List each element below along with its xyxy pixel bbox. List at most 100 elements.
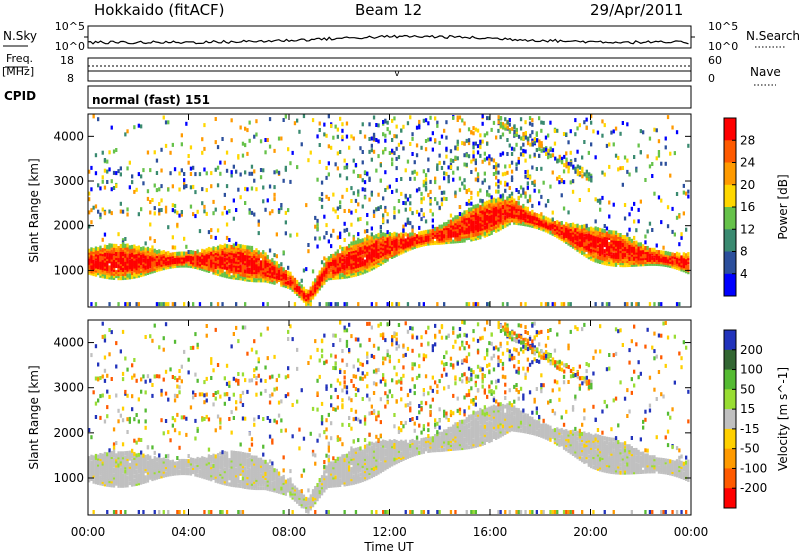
power-cell <box>535 131 538 136</box>
velocity-cell <box>110 453 113 457</box>
velocity-cell <box>153 474 156 479</box>
power-cell <box>375 138 378 142</box>
power-cell <box>438 140 441 145</box>
velocity-cell <box>106 373 109 378</box>
velocity-cell <box>99 477 102 482</box>
velocity-cell <box>119 451 122 456</box>
power-cell <box>470 170 473 174</box>
power-cell <box>467 199 471 203</box>
power-cell <box>126 245 129 250</box>
power-cell <box>386 219 389 224</box>
power-cell <box>411 211 414 216</box>
power-cell <box>639 246 642 251</box>
power-cell <box>560 160 564 164</box>
power-cell <box>438 160 441 165</box>
power-cell <box>384 188 387 192</box>
velocity-cell <box>133 458 136 462</box>
power-cell <box>388 130 391 135</box>
power-cell <box>481 159 484 164</box>
velocity-cell <box>103 355 107 360</box>
power-cell <box>666 251 670 256</box>
power-cell <box>538 225 541 230</box>
power-cell <box>610 230 613 235</box>
power-cell <box>216 228 220 233</box>
power-cell <box>205 248 208 253</box>
power-cell <box>528 194 532 199</box>
power-cell <box>248 210 251 215</box>
power-cell <box>436 201 439 206</box>
power-cell <box>474 161 477 166</box>
power-cell <box>531 165 534 170</box>
power-cell <box>348 208 351 213</box>
velocity-cell <box>110 377 113 381</box>
power-cell <box>309 296 312 301</box>
velocity-cell <box>169 470 172 475</box>
velocity-cell <box>146 464 150 469</box>
power-cell <box>388 151 391 155</box>
power-cell <box>551 217 554 222</box>
power-cell <box>273 253 276 258</box>
power-cell <box>235 253 238 258</box>
power-cell <box>341 135 344 140</box>
velocity-cell <box>94 344 98 349</box>
power-cell <box>108 209 111 214</box>
power-cell <box>522 187 525 192</box>
power-cell <box>445 197 448 201</box>
velocity-cell <box>144 390 147 395</box>
power-cell <box>307 158 310 163</box>
power-cell <box>524 170 527 174</box>
velocity-cell <box>106 454 109 459</box>
power-cell <box>171 203 174 208</box>
power-cell <box>599 200 602 205</box>
velocity-cell <box>99 475 102 480</box>
power-cell <box>221 137 224 141</box>
velocity-cell <box>103 378 107 383</box>
power-cell <box>418 231 421 236</box>
power-cell <box>314 286 317 291</box>
power-cell <box>497 163 500 168</box>
power-cell <box>259 260 263 265</box>
power-cell <box>449 219 453 224</box>
power-cell <box>183 251 186 256</box>
power-cell <box>553 141 557 146</box>
power-cell <box>264 138 267 142</box>
velocity-cell <box>101 453 104 458</box>
power-cell <box>384 170 387 175</box>
power-cell <box>160 208 163 212</box>
power-cell <box>151 265 154 270</box>
power-cell <box>131 180 134 185</box>
power-cell <box>470 195 473 200</box>
power-cell <box>352 241 355 245</box>
power-cell <box>232 257 235 262</box>
power-cell <box>576 223 579 228</box>
power-cell <box>560 193 563 198</box>
power-cell <box>504 180 507 185</box>
power-cell <box>345 163 349 168</box>
power-cell <box>646 229 649 234</box>
power-cell <box>334 302 337 307</box>
power-cell <box>345 256 349 261</box>
power-cell <box>630 302 633 307</box>
power-cell <box>553 302 557 307</box>
power-cell <box>445 154 448 159</box>
power-cell <box>517 211 520 216</box>
power-cell <box>366 264 369 269</box>
power-cell <box>490 222 493 227</box>
power-cell <box>239 244 242 249</box>
power-cell <box>343 258 346 263</box>
power-cell <box>409 115 412 120</box>
power-cell <box>298 286 301 291</box>
power-cell <box>103 158 107 162</box>
power-cell <box>431 229 434 233</box>
power-cell <box>479 217 482 222</box>
power-cell <box>431 224 434 229</box>
velocity-cell <box>149 334 152 339</box>
power-cell <box>467 138 471 143</box>
power-cell <box>153 211 156 216</box>
power-cell <box>368 178 371 182</box>
power-cell <box>476 302 480 307</box>
power-cell <box>146 196 150 201</box>
power-cell <box>377 192 380 197</box>
power-cell <box>171 264 174 269</box>
power-cell <box>280 206 283 211</box>
